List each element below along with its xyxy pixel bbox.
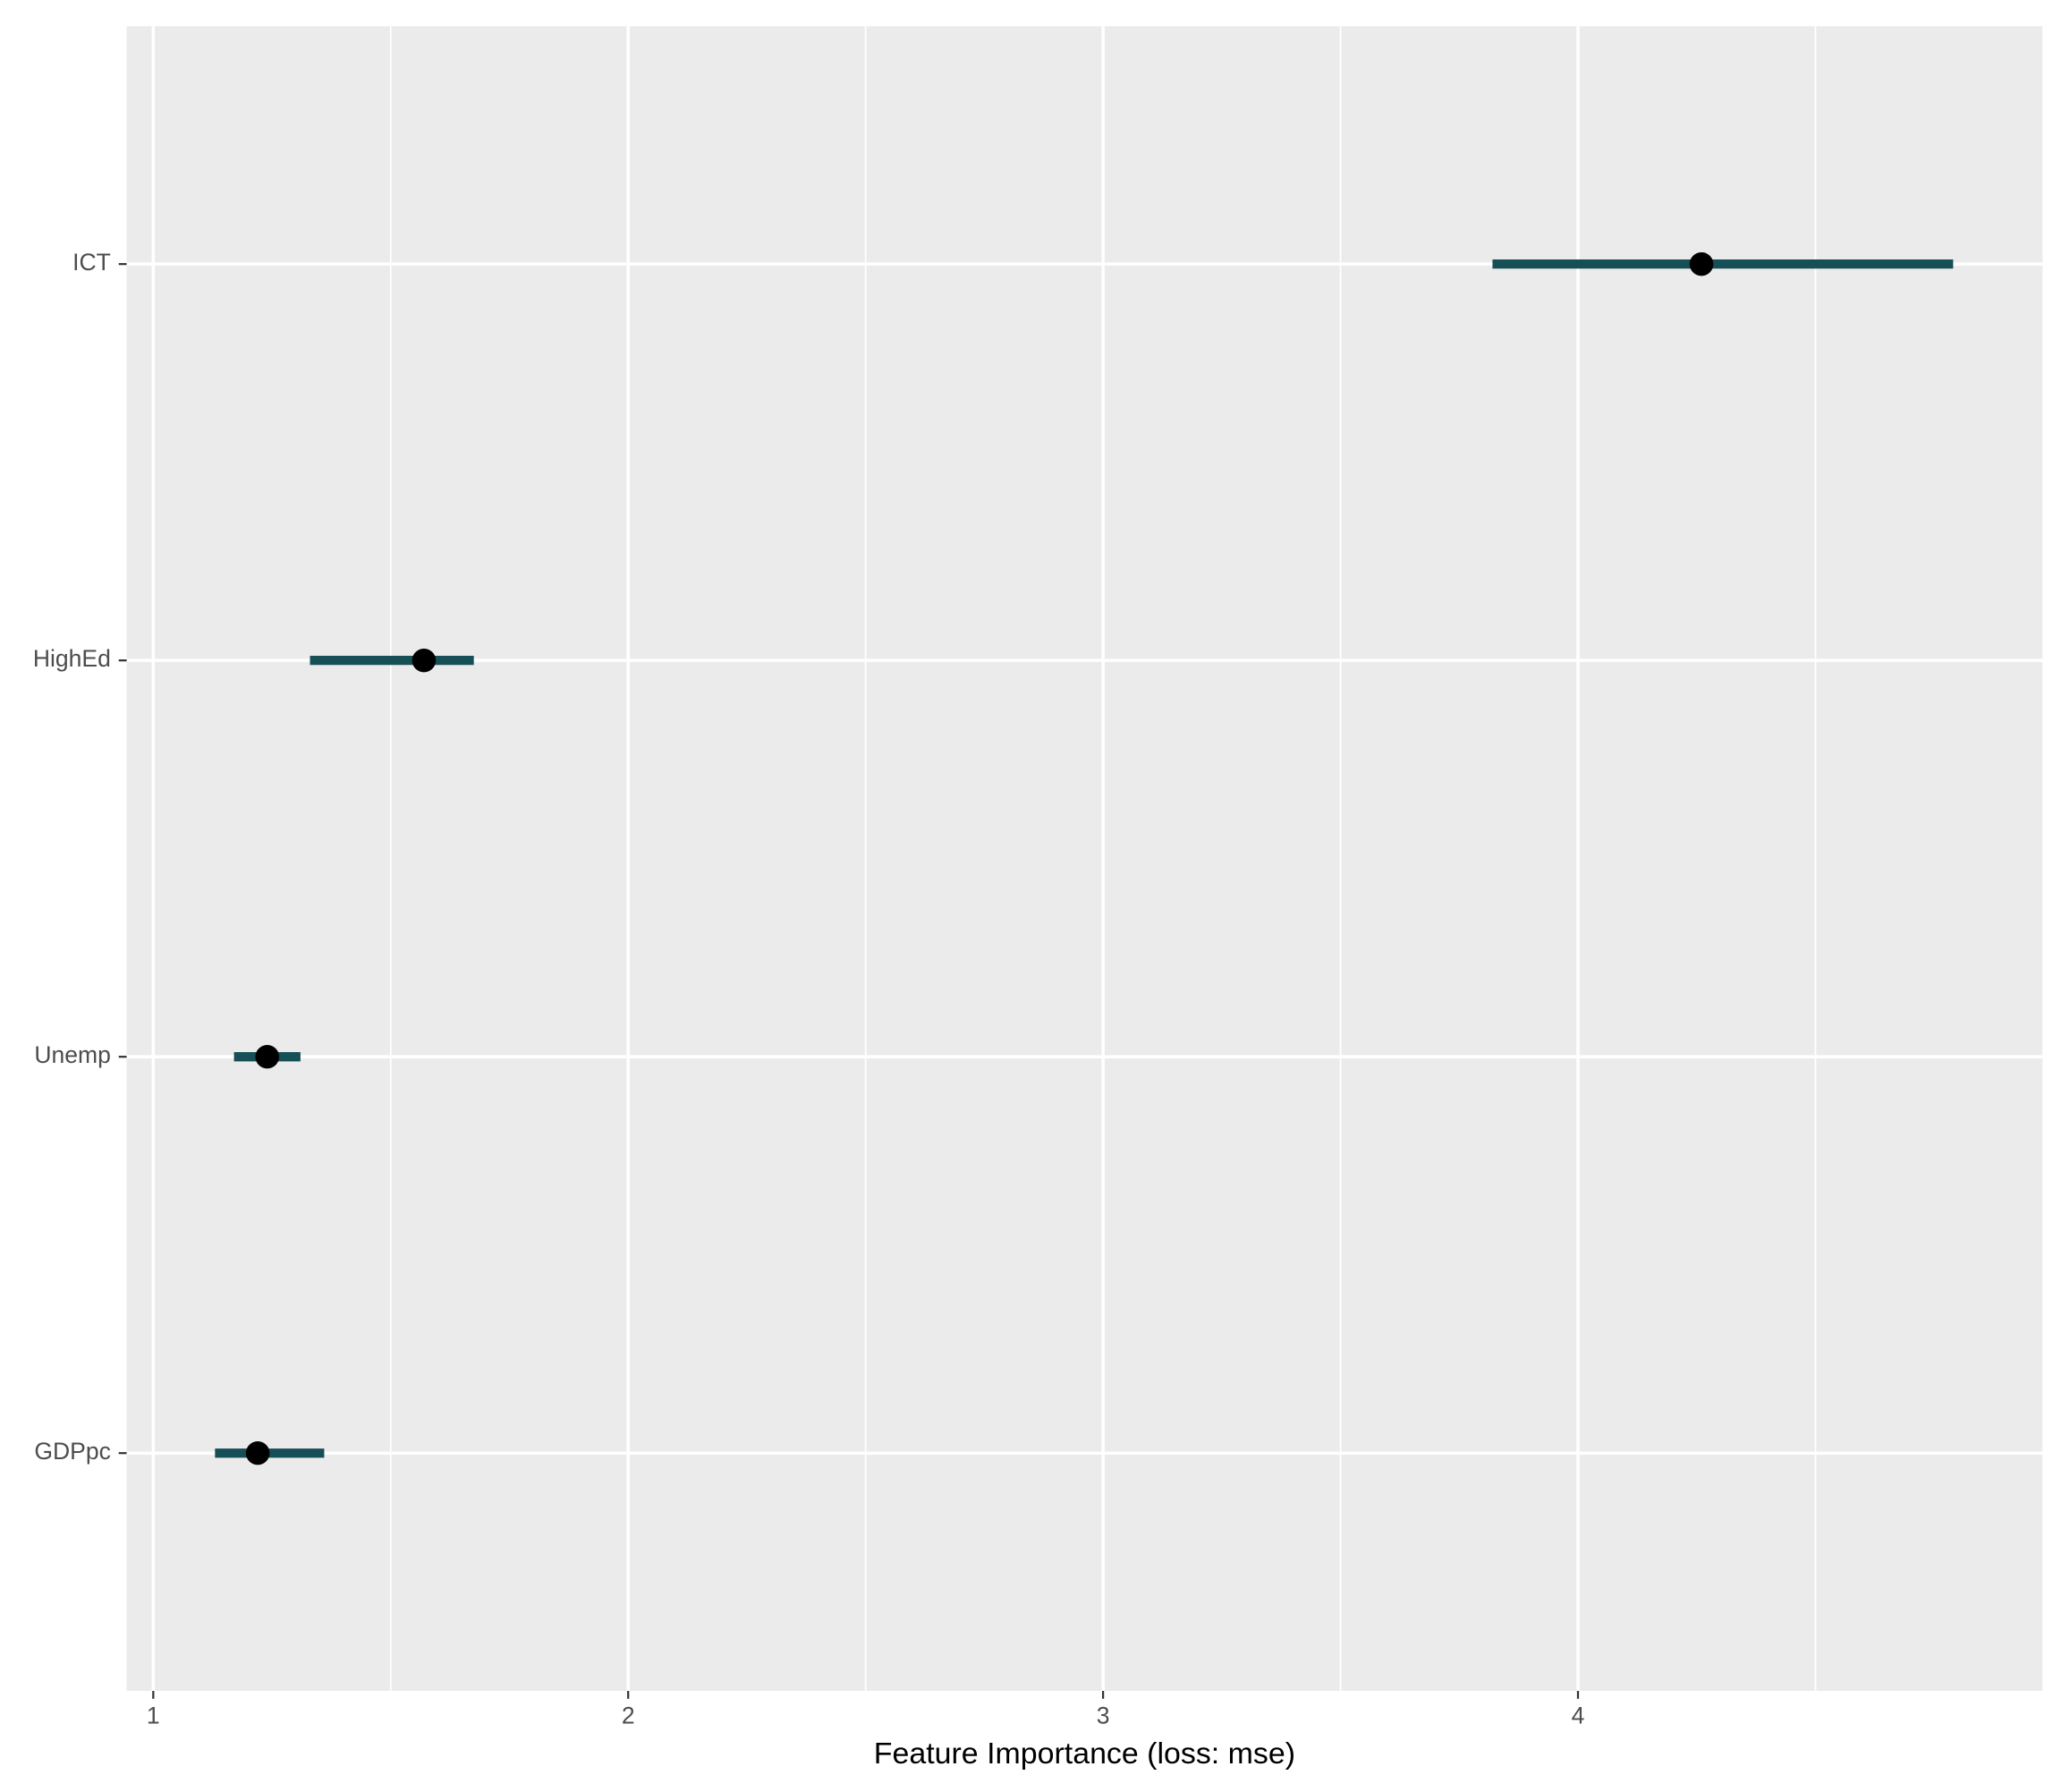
x-axis-label: Feature Importance (loss: mse) (874, 1737, 1295, 1771)
point (411, 648, 437, 673)
point (245, 1440, 270, 1465)
x-tick-label: 3 (1097, 1702, 1110, 1728)
y-tick-label: GDPpc (34, 1438, 111, 1465)
point (1689, 251, 1714, 276)
point (255, 1044, 280, 1069)
panel-background (126, 26, 2043, 1692)
x-tick-label: 1 (147, 1702, 160, 1728)
x-tick-label: 4 (1572, 1702, 1585, 1728)
y-tick-label: HighEd (33, 645, 111, 672)
y-tick-label: ICT (72, 249, 111, 276)
x-tick-label: 2 (622, 1702, 635, 1728)
y-tick-label: Unemp (34, 1041, 111, 1068)
